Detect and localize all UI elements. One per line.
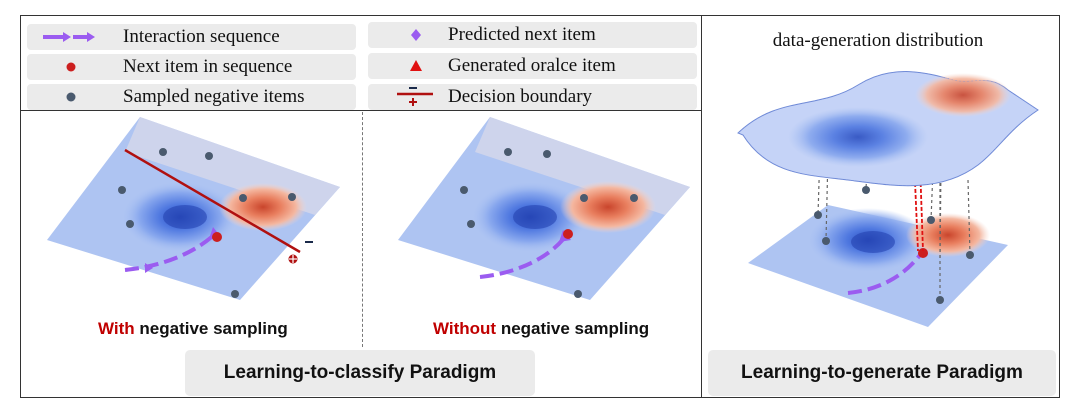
lower-positive-core — [851, 231, 895, 253]
next-item-dot-icon — [66, 62, 76, 72]
negative-item-dot — [504, 148, 512, 156]
predicted-item-diamond-icon — [411, 29, 421, 41]
paradigm-divider — [701, 15, 702, 398]
legend-label: Sampled negative items — [123, 86, 305, 107]
distribution-title: data-generation distribution — [772, 30, 984, 51]
legend-predicted-next: Predicted next item — [368, 22, 697, 48]
negative-item-dot — [239, 194, 247, 202]
legend-interaction-sequence: Interaction sequence — [27, 24, 356, 50]
negative-item-dot — [543, 150, 551, 158]
negative-item-dot — [288, 193, 296, 201]
negative-item-dot — [927, 216, 935, 224]
without-negative-sampling-plot — [398, 117, 690, 300]
positive-density-core — [163, 205, 207, 229]
surface-negative-peak — [915, 73, 1011, 117]
next-item-dot — [212, 232, 222, 242]
negative-item-dot — [630, 194, 638, 202]
interaction-sequence-arrow — [124, 232, 217, 272]
interaction-sequence-arrow — [847, 253, 922, 295]
decision-boundary-icon — [397, 87, 433, 106]
figure-frame — [20, 15, 1060, 398]
with-suffix: negative sampling — [134, 319, 288, 338]
with-negative-sampling-label: With negative sampling — [98, 319, 288, 339]
without-negative-sampling-label: Without negative sampling — [433, 319, 649, 339]
next-item-dot — [918, 248, 928, 258]
negative-item-dot — [580, 194, 588, 202]
with-highlight: With — [98, 319, 135, 338]
without-highlight: Without — [433, 319, 497, 338]
with-negative-sampling-plot — [47, 117, 340, 300]
next-item-dot — [563, 229, 573, 239]
legend-decision-boundary: Decision boundary — [368, 84, 697, 110]
sequence-arrowhead — [145, 263, 153, 273]
decision-boundary-line — [124, 148, 301, 254]
learning-to-classify-label: Learning-to-classify Paradigm — [185, 350, 535, 396]
data-generation-distribution-plot — [737, 71, 1039, 327]
panel-dashed-divider — [362, 112, 363, 347]
learning-to-generate-label: Learning-to-generate Paradigm — [708, 350, 1056, 396]
interaction-sequence-arrow — [479, 235, 567, 279]
legend-next-item: Next item in sequence — [27, 54, 356, 80]
positive-density-core — [513, 205, 557, 229]
legend-label: Interaction sequence — [123, 26, 280, 47]
legend-label: Predicted next item — [448, 24, 596, 45]
surface-positive-peak — [788, 107, 928, 167]
negative-item-dot — [205, 152, 213, 160]
projection-line — [967, 179, 971, 256]
surface-mesh-outline — [737, 71, 1039, 186]
negative-item-dot — [814, 211, 822, 219]
negative-item-dot — [862, 186, 870, 194]
negative-item-dot — [460, 186, 468, 194]
oracle-item-triangle-icon — [410, 60, 422, 71]
negative-item-dot — [118, 186, 126, 194]
legend-sampled-negative: Sampled negative items — [27, 84, 356, 110]
negative-item-dot — [126, 220, 134, 228]
negative-item-dot — [467, 220, 475, 228]
projection-line — [817, 149, 821, 216]
negative-item-dot — [822, 237, 830, 245]
negative-density-blob — [219, 183, 307, 231]
negative-item-dot-icon — [66, 92, 76, 102]
legend-label: Generated oralce item — [448, 55, 616, 76]
negative-item-dot — [966, 251, 974, 259]
negative-item-dot — [936, 296, 944, 304]
negative-density-blob — [560, 181, 656, 233]
negative-item-dot — [159, 148, 167, 156]
legend-label: Decision boundary — [448, 86, 593, 107]
negative-item-dot — [574, 290, 582, 298]
legend-generated-oracle: Generated oralce item — [368, 53, 697, 79]
legend-label: Next item in sequence — [123, 56, 293, 77]
negative-item-dot — [231, 290, 239, 298]
legend-divider — [20, 110, 701, 111]
interaction-sequence-arrow-icon — [43, 32, 95, 42]
without-suffix: negative sampling — [496, 319, 650, 338]
